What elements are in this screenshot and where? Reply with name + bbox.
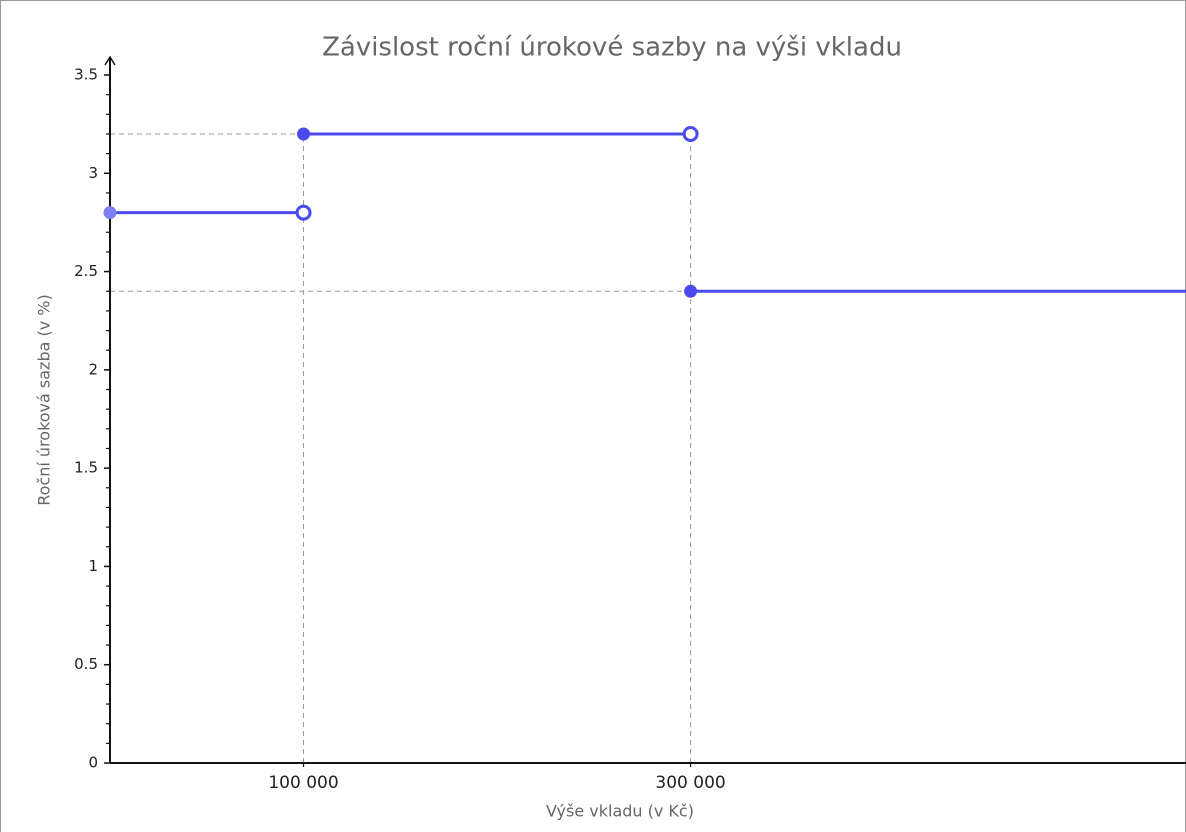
y-tick-label: 1.5 [74,459,98,477]
y-axis-arrow [104,55,116,66]
y-tick-label: 0.5 [74,655,98,673]
x-tick-label: 300 000 [655,773,725,793]
end-point [682,125,699,142]
chart-title: Závislost roční úrokové sazby na výši vk… [322,33,902,63]
end-point [295,204,312,221]
start-point [684,284,698,298]
y-tick-label: 3 [88,164,98,182]
y-tick-label: 1 [88,557,98,575]
y-tick-label: 2.5 [74,262,98,280]
x-tick-label: 100 000 [268,773,338,793]
start-point [297,127,311,141]
y-axis-label: Roční úroková sazba (v %) [35,294,54,505]
y-tick-label: 2 [88,360,98,378]
y-tick-label: 0 [88,754,98,772]
y-tick-label: 3.5 [74,66,98,84]
x-axis-label: Výše vkladu (v Kč) [546,802,694,821]
start-point [103,206,117,220]
